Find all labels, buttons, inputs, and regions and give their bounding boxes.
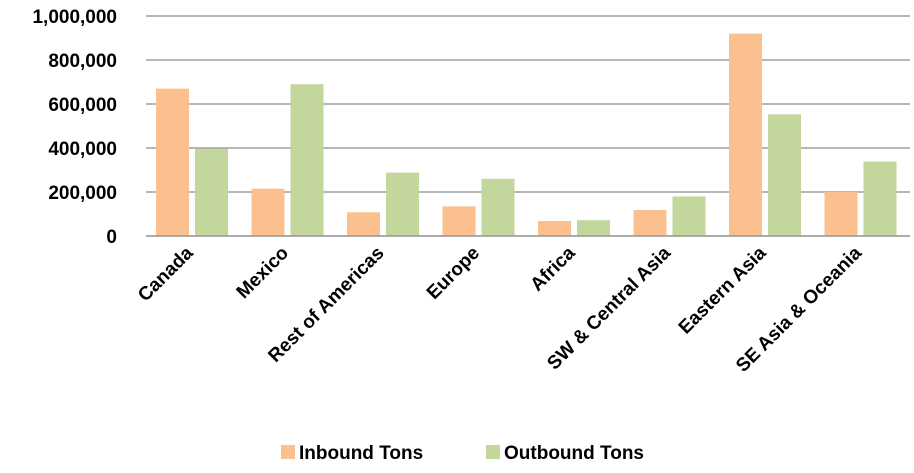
y-tick-label: 800,000 xyxy=(48,51,117,72)
bar-outbound xyxy=(768,114,801,236)
y-axis-tick-labels: 0 200,000 400,000 600,000 800,000 1,000,000 xyxy=(32,7,117,248)
y-tick-label: 400,000 xyxy=(48,139,117,160)
bar-outbound xyxy=(290,84,324,236)
y-tick-label: 1,000,000 xyxy=(32,7,117,28)
x-category-label: Eastern Asia xyxy=(675,242,771,338)
bar-inbound xyxy=(156,88,189,236)
bar-inbound xyxy=(442,206,476,236)
legend-label: Outbound Tons xyxy=(504,443,644,464)
bar-outbound xyxy=(863,161,897,236)
y-tick-label: 0 xyxy=(106,227,117,248)
bar-inbound xyxy=(633,210,667,236)
y-tick-label: 600,000 xyxy=(48,95,117,116)
bar-outbound xyxy=(481,178,515,236)
bar-inbound xyxy=(347,212,380,236)
bar-inbound xyxy=(824,192,858,236)
bar-outbound xyxy=(577,220,610,236)
x-category-label: Canada xyxy=(134,242,198,306)
bars xyxy=(156,33,897,236)
x-category-label: Europe xyxy=(423,243,484,304)
bar-outbound xyxy=(672,196,706,236)
x-category-label: Mexico xyxy=(233,243,293,303)
x-category-label: Africa xyxy=(527,242,580,295)
bar-inbound xyxy=(729,33,762,236)
legend-label: Inbound Tons xyxy=(299,443,423,464)
legend: Inbound Tons Outbound Tons xyxy=(281,443,644,464)
y-tick-label: 200,000 xyxy=(48,183,117,204)
bar-outbound xyxy=(386,172,419,236)
bar-inbound xyxy=(251,188,285,236)
legend-swatch xyxy=(486,445,500,459)
bar-inbound xyxy=(538,221,571,236)
bar-outbound xyxy=(195,148,228,236)
legend-swatch xyxy=(281,445,295,459)
